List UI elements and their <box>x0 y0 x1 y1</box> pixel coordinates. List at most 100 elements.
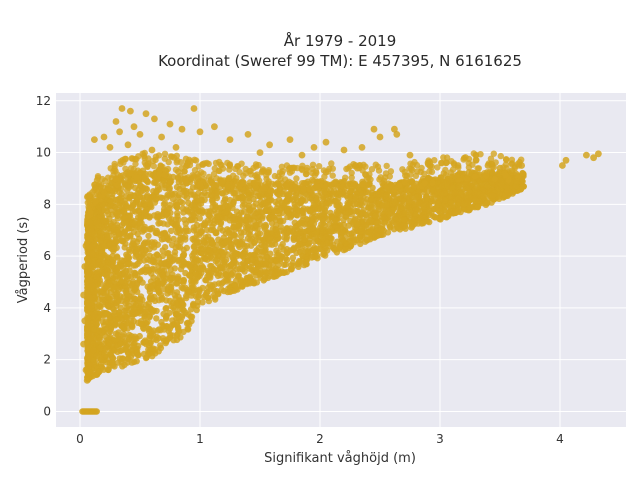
data-point <box>313 196 321 203</box>
data-point <box>157 162 164 169</box>
data-point <box>277 243 285 251</box>
data-point <box>250 279 258 287</box>
data-point <box>97 344 104 352</box>
data-point <box>357 240 364 248</box>
data-point <box>173 221 180 229</box>
outlier-point <box>136 131 144 138</box>
data-point <box>113 267 120 274</box>
data-point <box>519 169 526 177</box>
data-point <box>474 203 482 210</box>
data-point <box>94 174 102 181</box>
data-point <box>98 182 105 189</box>
data-point <box>326 200 333 207</box>
data-point <box>276 218 284 225</box>
data-point <box>112 283 119 290</box>
data-point <box>120 208 128 215</box>
data-point <box>369 184 376 191</box>
data-point <box>102 332 109 340</box>
data-point <box>333 249 341 256</box>
x-axis-title: Signifikant våghöjd (m) <box>264 451 416 466</box>
y-axis-title: Vågperiod (s) <box>16 217 31 304</box>
data-point <box>344 182 351 189</box>
data-point <box>194 198 201 205</box>
data-point <box>272 198 279 206</box>
data-point <box>502 161 510 168</box>
data-point <box>144 318 151 326</box>
data-point <box>260 248 268 255</box>
data-point <box>109 256 117 264</box>
data-point <box>99 318 107 326</box>
data-point <box>275 271 282 278</box>
data-point <box>421 209 428 216</box>
outlier-point <box>358 144 366 151</box>
data-point <box>272 226 279 233</box>
data-point <box>289 254 297 261</box>
data-point <box>123 203 131 210</box>
data-point <box>167 266 174 273</box>
data-point <box>265 178 272 185</box>
data-point <box>303 167 310 174</box>
data-point <box>367 216 375 224</box>
data-point <box>127 169 134 177</box>
data-point <box>290 164 297 171</box>
data-point <box>276 191 283 198</box>
data-point <box>426 218 433 226</box>
data-point <box>489 169 496 176</box>
data-point <box>137 320 145 327</box>
data-point <box>328 228 335 235</box>
data-point <box>415 199 423 207</box>
data-point <box>322 169 330 176</box>
data-point <box>85 192 93 199</box>
data-point <box>262 260 269 267</box>
data-point <box>306 208 313 215</box>
data-point <box>209 203 216 210</box>
data-point <box>193 306 200 314</box>
outlier-point <box>400 216 408 224</box>
outlier-point <box>418 213 426 221</box>
x-tick-label: 0 <box>76 432 84 446</box>
data-point <box>89 282 96 290</box>
data-point <box>440 170 447 177</box>
data-point <box>267 187 274 194</box>
data-point <box>352 162 359 169</box>
data-point <box>411 216 418 223</box>
data-point <box>162 305 169 312</box>
data-point <box>97 356 105 363</box>
data-point <box>141 337 149 344</box>
data-point <box>441 189 448 197</box>
data-point <box>283 162 291 169</box>
data-point <box>259 185 267 192</box>
data-point <box>183 206 190 213</box>
data-point <box>177 265 185 273</box>
data-point <box>438 182 445 190</box>
data-point <box>122 344 129 351</box>
data-point <box>391 186 398 193</box>
data-point <box>309 161 317 168</box>
data-point <box>124 319 132 326</box>
data-point <box>222 271 229 278</box>
data-point <box>240 180 247 187</box>
data-point <box>101 243 109 250</box>
data-point <box>165 283 173 290</box>
data-point <box>187 306 195 313</box>
data-point <box>224 183 231 190</box>
data-point <box>291 231 298 239</box>
data-point <box>243 242 251 249</box>
data-point <box>424 188 431 195</box>
data-point <box>305 241 312 248</box>
data-point <box>283 183 290 190</box>
data-point <box>125 302 132 309</box>
data-point <box>153 195 160 202</box>
data-point <box>518 156 525 163</box>
data-point <box>106 280 113 287</box>
data-point <box>497 152 504 160</box>
data-point <box>84 354 91 361</box>
data-point <box>426 168 433 175</box>
outlier-point <box>454 162 462 169</box>
x-tick-label: 2 <box>316 432 324 446</box>
outlier-point <box>508 167 516 175</box>
outlier-point <box>116 128 123 136</box>
data-point <box>502 172 509 179</box>
data-point <box>209 223 216 230</box>
